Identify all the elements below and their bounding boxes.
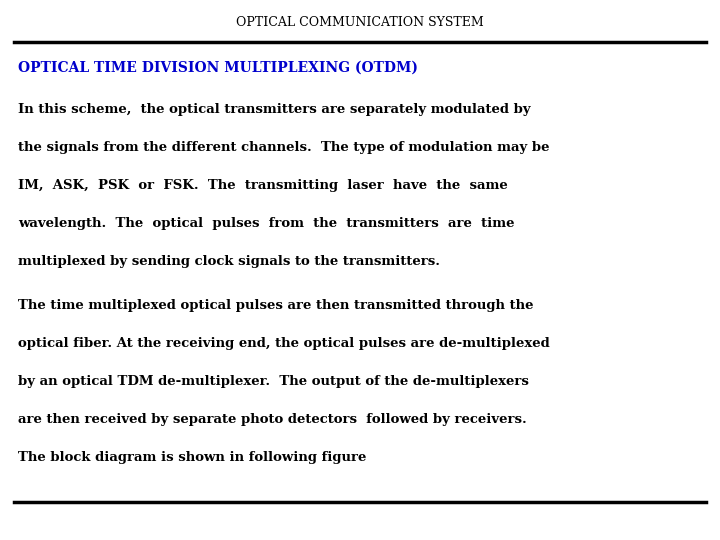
- Text: by an optical TDM de-multiplexer.  The output of the de-multiplexers: by an optical TDM de-multiplexer. The ou…: [18, 375, 529, 388]
- Text: In this scheme,  the optical transmitters are separately modulated by: In this scheme, the optical transmitters…: [18, 104, 531, 117]
- Text: The time multiplexed optical pulses are then transmitted through the: The time multiplexed optical pulses are …: [18, 299, 534, 312]
- Text: OPTICAL COMMUNICATION SYSTEM: OPTICAL COMMUNICATION SYSTEM: [236, 16, 484, 29]
- Text: are then received by separate photo detectors  followed by receivers.: are then received by separate photo dete…: [18, 413, 527, 426]
- Text: wavelength.  The  optical  pulses  from  the  transmitters  are  time: wavelength. The optical pulses from the …: [18, 218, 515, 231]
- Text: IM,  ASK,  PSK  or  FSK.  The  transmitting  laser  have  the  same: IM, ASK, PSK or FSK. The transmitting la…: [18, 179, 508, 192]
- Text: the signals from the different channels.  The type of modulation may be: the signals from the different channels.…: [18, 141, 549, 154]
- Text: optical fiber. At the receiving end, the optical pulses are de-multiplexed: optical fiber. At the receiving end, the…: [18, 336, 550, 349]
- Text: multiplexed by sending clock signals to the transmitters.: multiplexed by sending clock signals to …: [18, 255, 440, 268]
- Text: The block diagram is shown in following figure: The block diagram is shown in following …: [18, 450, 366, 463]
- Text: OPTICAL TIME DIVISION MULTIPLEXING (OTDM): OPTICAL TIME DIVISION MULTIPLEXING (OTDM…: [18, 61, 418, 75]
